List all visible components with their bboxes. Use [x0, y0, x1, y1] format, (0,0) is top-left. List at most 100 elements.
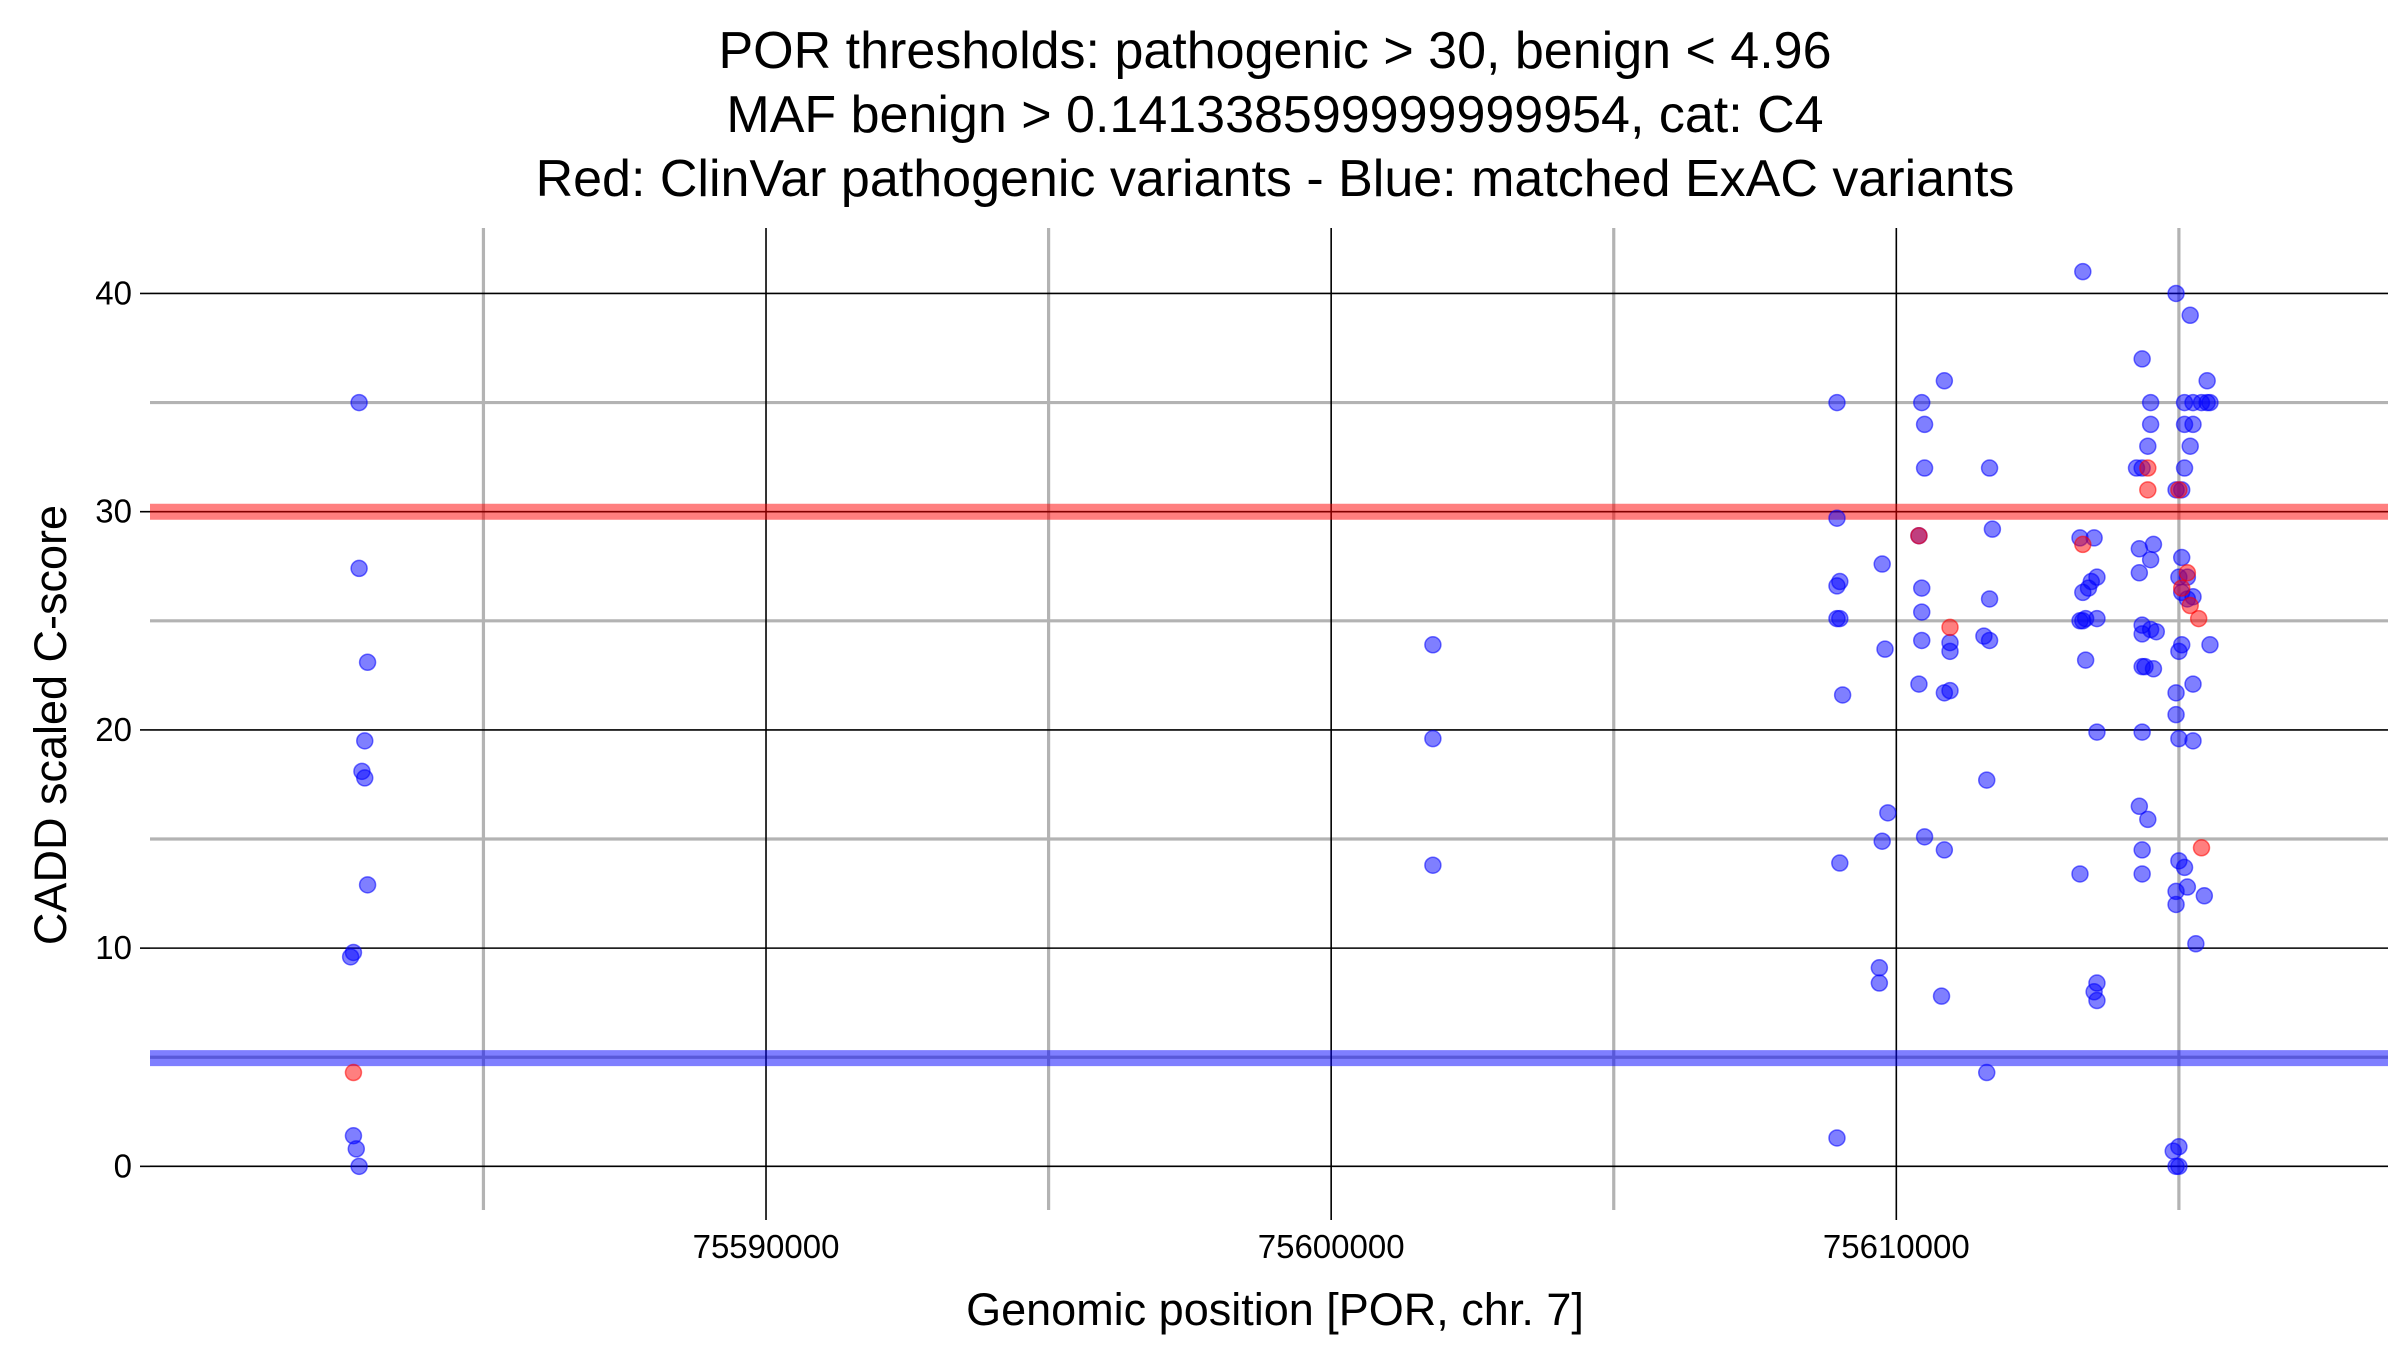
exac-point: [1870, 974, 1889, 992]
exac-point: [2201, 636, 2219, 654]
exac-point: [2133, 865, 2151, 883]
exac-point: [1828, 577, 1846, 595]
x-axis-ticks: 75590000 75600000 75610000: [693, 1210, 1970, 1265]
chart-title-line-1: POR thresholds: pathogenic > 30, benign …: [719, 22, 1832, 80]
clinvar-point: [1910, 526, 1928, 545]
chart-title-line-2: MAF benign > 0.141338599999999954, cat: …: [726, 86, 1823, 144]
exac-point: [2079, 579, 2098, 597]
exac-point: [2133, 841, 2151, 859]
threshold-lines: [150, 503, 2388, 1067]
chart-title-line-3: Red: ClinVar pathogenic variants - Blue:…: [536, 150, 2015, 208]
exac-point: [1980, 631, 1999, 650]
exac-point: [2141, 550, 2160, 569]
data-points: [341, 262, 2219, 1176]
exac-point: [1870, 959, 1889, 977]
y-tick-label: 30: [95, 493, 132, 530]
exac-point: [2074, 262, 2092, 281]
exac-point: [1977, 1063, 1996, 1082]
exac-point: [341, 948, 360, 966]
y-axis-ticks: 0 10 20 30 40: [95, 274, 150, 1184]
exac-point: [1828, 509, 1846, 527]
exac-point: [2170, 729, 2188, 748]
exac-point: [2184, 732, 2202, 750]
exac-point: [358, 876, 377, 894]
exac-point: [1828, 609, 1846, 628]
exac-point: [356, 732, 374, 750]
exac-point: [2088, 723, 2106, 741]
exac-point: [2170, 1137, 2188, 1156]
exac-point: [2088, 609, 2106, 628]
x-axis-label: Genomic position [POR, chr. 7]: [966, 1284, 1584, 1335]
exac-point: [2175, 459, 2194, 477]
exac-point: [1935, 841, 1954, 859]
exac-point: [2133, 350, 2151, 368]
exac-point: [2167, 705, 2185, 724]
chart-title: POR thresholds: pathogenic > 30, benign …: [536, 22, 2015, 208]
exac-point: [1831, 854, 1849, 872]
exac-point: [1915, 828, 1934, 846]
exac-point: [2178, 878, 2197, 896]
exac-point: [1424, 729, 1442, 748]
exac-point: [1876, 640, 1894, 658]
clinvar-point: [2192, 839, 2211, 857]
exac-point: [2076, 651, 2095, 669]
clinvar-point: [2172, 579, 2191, 597]
clinvar-point: [2074, 535, 2092, 554]
exac-point: [2167, 684, 2185, 702]
exac-point: [2071, 865, 2089, 883]
exac-point: [1873, 555, 1891, 573]
exac-point: [1873, 832, 1891, 850]
exac-point: [2172, 548, 2191, 567]
exac-point: [1977, 771, 1996, 789]
clinvar-point: [2181, 596, 2199, 615]
exac-point: [2139, 810, 2157, 829]
exac-point: [1915, 459, 1934, 477]
exac-point: [350, 393, 368, 412]
exac-point: [1932, 987, 1951, 1005]
exac-point: [1983, 520, 2002, 538]
x-tick-label: 75610000: [1823, 1228, 1970, 1265]
y-tick-label: 40: [95, 274, 132, 311]
exac-point: [2195, 887, 2214, 905]
exac-point: [1879, 804, 1897, 822]
exac-point: [2144, 535, 2163, 554]
exac-point: [1980, 590, 1999, 608]
exac-point: [2201, 393, 2219, 412]
exac-point: [358, 653, 377, 672]
clinvar-point: [2178, 564, 2197, 582]
exac-point: [2147, 622, 2166, 641]
exac-point: [2175, 858, 2194, 877]
exac-point: [2074, 612, 2092, 630]
exac-point: [2170, 1157, 2188, 1176]
exac-point: [2144, 660, 2163, 678]
exac-point: [1913, 579, 1931, 597]
exac-point: [1833, 686, 1852, 704]
exac-point: [1941, 642, 1959, 661]
exac-point: [356, 769, 374, 787]
exac-point: [2181, 306, 2199, 325]
clinvar-point: [2139, 481, 2157, 499]
clinvar-point: [1941, 618, 1959, 637]
y-tick-label: 20: [95, 711, 132, 748]
exac-point: [1424, 856, 1442, 874]
exac-point: [2181, 437, 2199, 455]
exac-point: [2170, 642, 2188, 661]
exac-point: [2133, 625, 2151, 643]
exac-point: [2141, 415, 2160, 434]
exac-point: [350, 559, 368, 578]
exac-point: [1935, 372, 1954, 390]
exac-point: [2184, 415, 2202, 434]
exac-point: [350, 1157, 368, 1176]
exac-point: [2133, 723, 2151, 741]
exac-point: [1941, 681, 1959, 700]
exac-point: [1910, 675, 1928, 693]
exac-point: [1913, 631, 1931, 650]
exac-point: [1828, 1129, 1846, 1147]
clinvar-point: [2139, 459, 2157, 477]
clinvar-point: [344, 1063, 363, 1082]
exac-point: [1980, 459, 1999, 477]
exac-point: [2187, 935, 2205, 953]
exac-point: [1828, 393, 1846, 412]
exac-point: [2130, 564, 2149, 582]
